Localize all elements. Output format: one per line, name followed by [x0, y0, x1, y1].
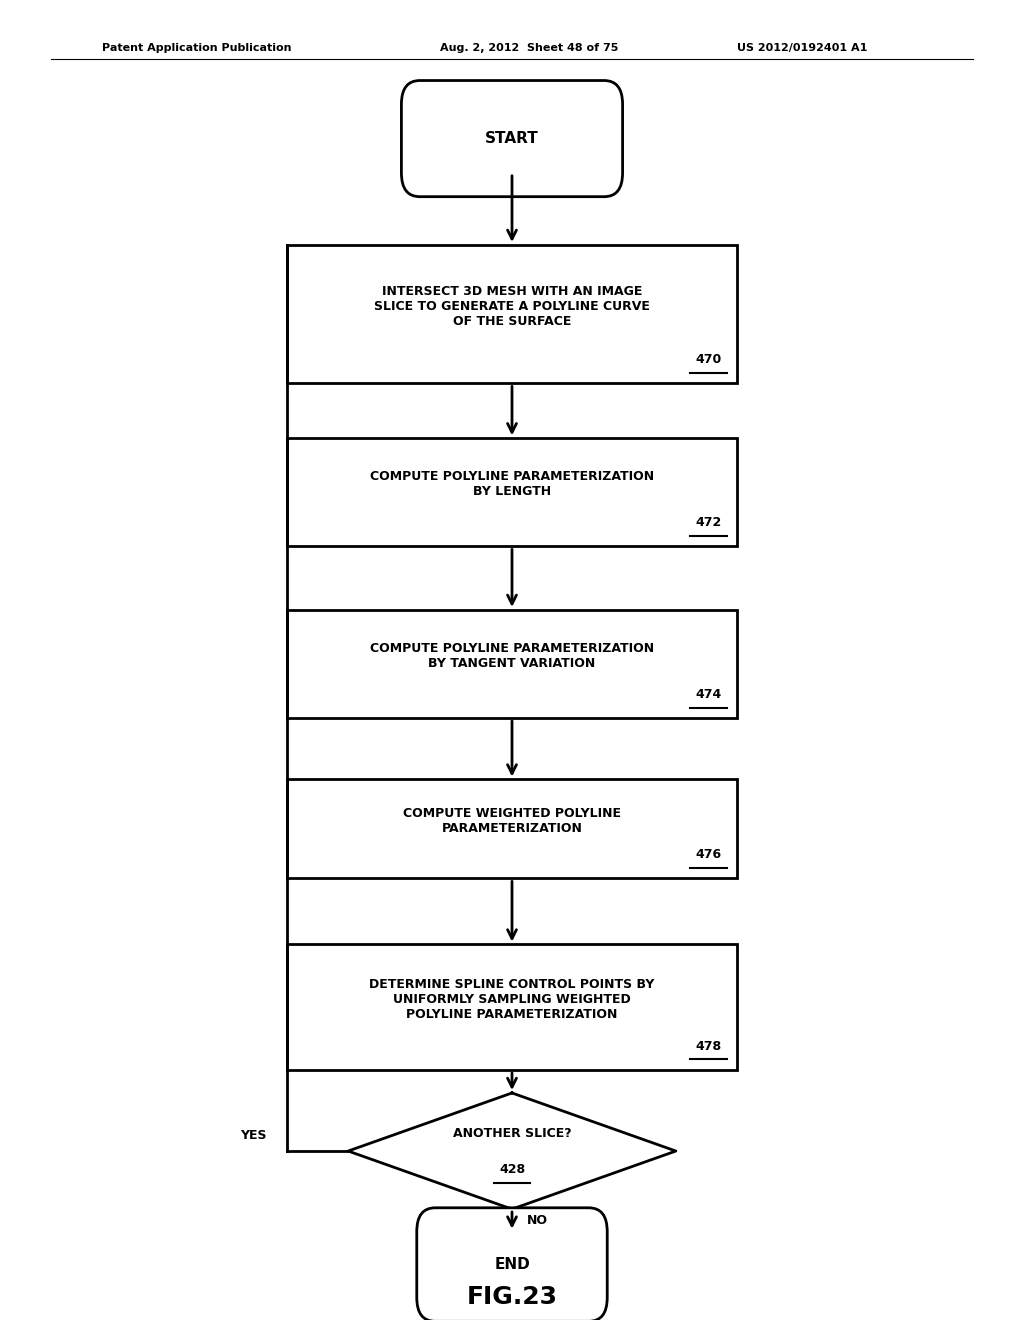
Text: 476: 476 — [695, 849, 722, 861]
Text: 470: 470 — [695, 354, 722, 366]
Text: END: END — [495, 1257, 529, 1272]
Text: INTERSECT 3D MESH WITH AN IMAGE
SLICE TO GENERATE A POLYLINE CURVE
OF THE SURFAC: INTERSECT 3D MESH WITH AN IMAGE SLICE TO… — [374, 285, 650, 327]
FancyBboxPatch shape — [417, 1208, 607, 1320]
Polygon shape — [348, 1093, 676, 1209]
Text: US 2012/0192401 A1: US 2012/0192401 A1 — [737, 42, 867, 53]
Bar — [287, 438, 737, 546]
Text: Patent Application Publication: Patent Application Publication — [102, 42, 292, 53]
Text: COMPUTE POLYLINE PARAMETERIZATION
BY LENGTH: COMPUTE POLYLINE PARAMETERIZATION BY LEN… — [370, 470, 654, 499]
Bar — [287, 244, 737, 383]
Text: YES: YES — [240, 1129, 266, 1142]
Bar — [287, 779, 737, 879]
FancyBboxPatch shape — [401, 81, 623, 197]
Text: 474: 474 — [695, 688, 722, 701]
Text: DETERMINE SPLINE CONTROL POINTS BY
UNIFORMLY SAMPLING WEIGHTED
POLYLINE PARAMETE: DETERMINE SPLINE CONTROL POINTS BY UNIFO… — [370, 978, 654, 1020]
Bar — [287, 945, 737, 1069]
Text: COMPUTE POLYLINE PARAMETERIZATION
BY TANGENT VARIATION: COMPUTE POLYLINE PARAMETERIZATION BY TAN… — [370, 642, 654, 671]
Text: COMPUTE WEIGHTED POLYLINE
PARAMETERIZATION: COMPUTE WEIGHTED POLYLINE PARAMETERIZATI… — [403, 807, 621, 836]
Text: ANOTHER SLICE?: ANOTHER SLICE? — [453, 1127, 571, 1140]
Text: FIG.23: FIG.23 — [467, 1286, 557, 1309]
Text: START: START — [485, 131, 539, 147]
Bar — [287, 610, 737, 718]
Text: 478: 478 — [695, 1040, 722, 1052]
Text: Aug. 2, 2012  Sheet 48 of 75: Aug. 2, 2012 Sheet 48 of 75 — [440, 42, 618, 53]
Text: 428: 428 — [499, 1163, 525, 1176]
Text: 472: 472 — [695, 516, 722, 529]
Text: NO: NO — [527, 1214, 549, 1226]
